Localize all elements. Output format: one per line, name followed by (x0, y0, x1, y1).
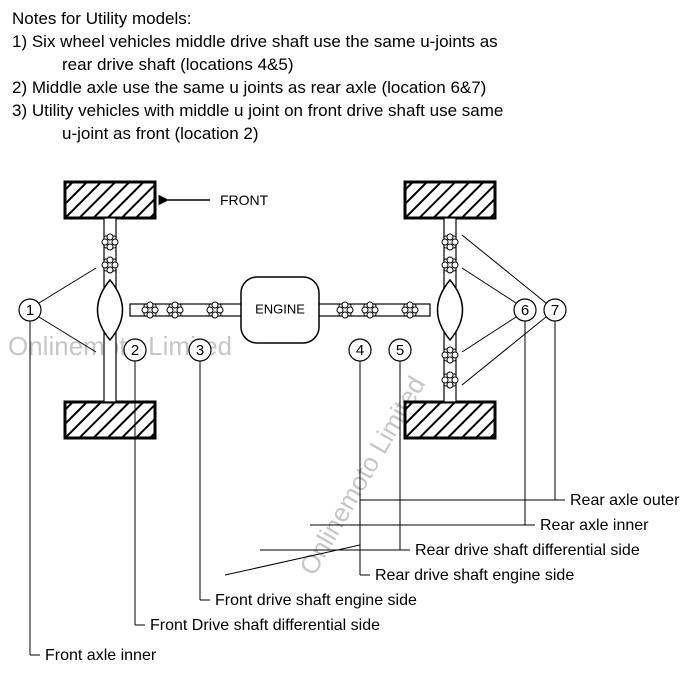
note-3a: 3) Utility vehicles with middle u joint … (12, 100, 688, 123)
label-6: Rear axle inner (540, 517, 649, 534)
ujoint-r-bot2 (442, 372, 458, 388)
note-3b: u-joint as front (location 2) (12, 123, 688, 146)
ujoint-2a (142, 302, 158, 318)
notes-title: Notes for Utility models: (12, 8, 688, 31)
notes-block: Notes for Utility models: 1) Six wheel v… (0, 0, 700, 146)
ujoint-r-bot1 (442, 347, 458, 363)
note-1a: 1) Six wheel vehicles middle drive shaft… (12, 31, 688, 54)
label-4: Rear drive shaft engine side (375, 567, 574, 584)
svg-text:5: 5 (396, 342, 404, 359)
tire-front-bottom (65, 402, 155, 438)
ujoint-f-top2 (102, 257, 118, 273)
label-3: Front drive shaft engine side (215, 592, 417, 609)
tire-front-top (65, 182, 155, 218)
label-7: Rear axle outer (570, 492, 680, 509)
ujoint-f-top1 (102, 234, 118, 250)
tire-rear-top (405, 182, 495, 218)
drivetrain-diagram: Onlinemoto Limited Onlinemoto Limited EN… (0, 160, 700, 700)
ujoint-3 (207, 302, 223, 318)
tire-rear-bottom (405, 402, 495, 438)
rear-differential (438, 280, 463, 340)
note-1b: rear drive shaft (locations 4&5) (12, 54, 688, 77)
label-2: Front Drive shaft differential side (150, 617, 380, 634)
svg-text:1: 1 (26, 302, 34, 319)
ujoint-4a (337, 302, 353, 318)
ujoint-2b (167, 302, 183, 318)
note-2: 2) Middle axle use the same u joints as … (12, 77, 688, 100)
front-label: FRONT (220, 192, 269, 208)
svg-text:4: 4 (356, 342, 364, 359)
ujoint-r-top1 (442, 234, 458, 250)
svg-text:6: 6 (521, 302, 529, 319)
ujoint-4b (362, 302, 378, 318)
svg-text:2: 2 (131, 342, 139, 359)
engine-label: ENGINE (255, 301, 305, 316)
svg-text:3: 3 (196, 342, 204, 359)
svg-text:7: 7 (551, 302, 559, 319)
label-5: Rear drive shaft differential side (415, 542, 640, 559)
ujoint-r-top2 (442, 257, 458, 273)
label-1: Front axle inner (45, 647, 157, 664)
ujoint-5 (402, 302, 418, 318)
